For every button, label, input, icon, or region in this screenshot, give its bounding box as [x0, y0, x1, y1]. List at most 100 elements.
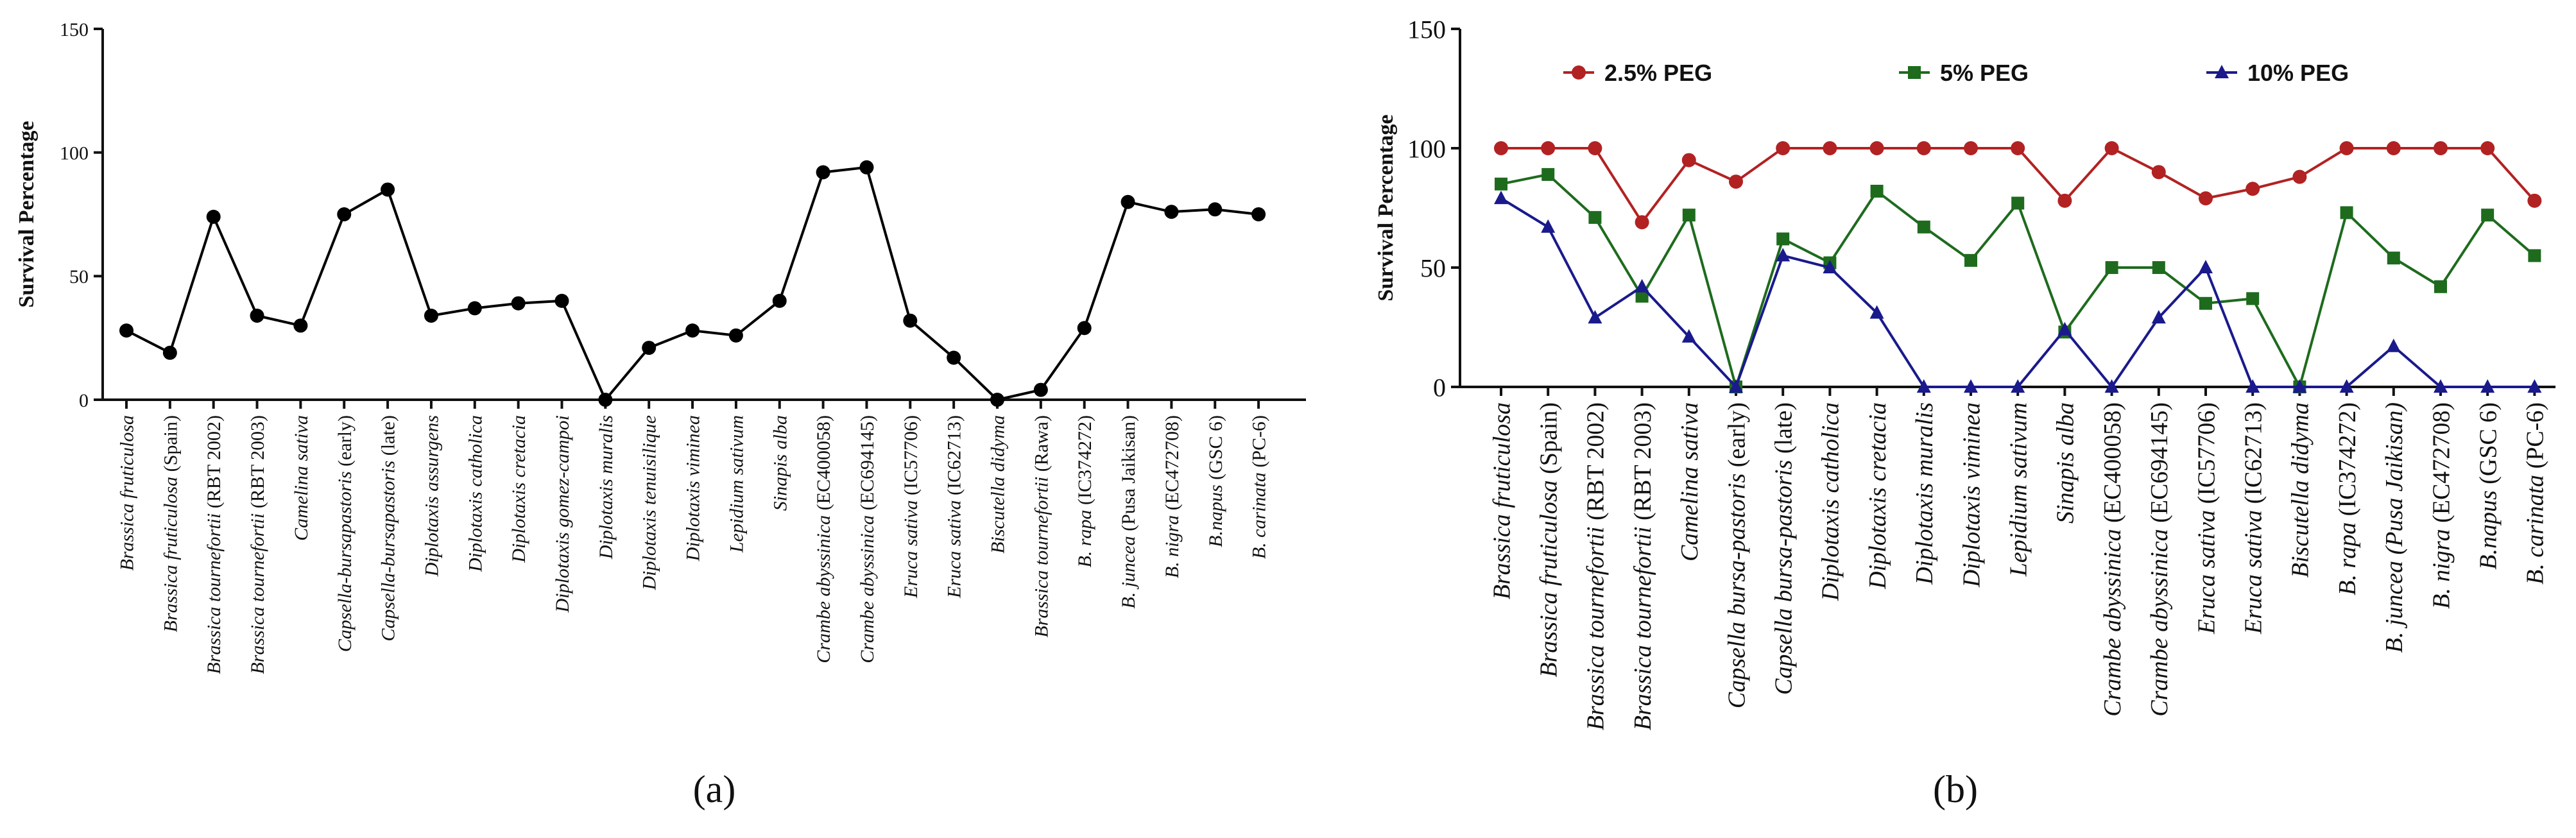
y-tick-label: 150	[60, 19, 89, 40]
x-category-label: Brassica tournefortii (Rawa)	[1031, 415, 1052, 638]
data-point	[2011, 141, 2025, 155]
legend-label: 5% PEG	[1940, 60, 2029, 86]
data-point	[2199, 191, 2213, 206]
data-point	[1869, 141, 1884, 155]
data-point	[1208, 202, 1223, 217]
category-name: Diplotaxis catholica	[1817, 402, 1844, 601]
category-name: B. carinata	[2522, 475, 2549, 585]
category-name: Sinapis alba	[769, 415, 791, 511]
legend-marker	[1908, 66, 1921, 79]
data-point	[554, 293, 569, 308]
data-point	[2339, 379, 2354, 393]
data-point	[2057, 321, 2072, 336]
category-name: Diplotaxis cretacia	[508, 415, 529, 563]
category-name: Diplotaxis cretacia	[1864, 402, 1891, 590]
category-name: B.napus	[1205, 484, 1226, 547]
category-name: B.napus	[2475, 490, 2502, 570]
data-point	[1776, 232, 1790, 246]
category-qualifier: (late)	[378, 415, 399, 461]
y-tick-label: 0	[79, 390, 89, 411]
category-name: Lepidium sativum	[726, 415, 747, 553]
category-name: Diplotaxis viminea	[683, 415, 704, 561]
x-category-label: Capsella bursa-pastoris (early)	[1723, 402, 1750, 708]
category-qualifier: (IC57706)	[2193, 402, 2220, 510]
category-qualifier: (Rawa)	[1031, 415, 1052, 477]
data-point	[424, 308, 438, 323]
x-category-label: Eruca sativa (IC57706)	[900, 415, 922, 599]
x-category-label: Biscutella didyma	[988, 415, 1009, 554]
legend-label: 10% PEG	[2247, 60, 2349, 86]
legend-marker	[1572, 65, 1586, 80]
data-point	[1682, 209, 1696, 222]
data-point	[1164, 205, 1179, 219]
data-point	[1541, 167, 1555, 181]
category-qualifier: (RBT 2003)	[1629, 402, 1656, 527]
category-name: Eruca sativa	[944, 500, 965, 598]
series-line-0	[126, 166, 1259, 402]
data-point	[337, 207, 352, 221]
x-category-label: B. nigra (EC472708)	[2428, 402, 2455, 609]
x-category-label: Brassica fruticulosa	[117, 415, 138, 571]
data-point	[2527, 193, 2542, 208]
data-point	[1251, 207, 1266, 221]
data-point	[1916, 379, 1931, 393]
category-name: Brassica tournefortii	[1583, 527, 1610, 731]
x-category-label: B. juncea (Pusa Jaikisan)	[2381, 402, 2408, 653]
panel-label: (a)	[693, 768, 736, 810]
legend-marker	[2215, 65, 2229, 78]
x-category-label: Diplotaxis assurgens	[421, 415, 442, 577]
data-point	[1823, 141, 1837, 155]
data-point	[642, 341, 657, 355]
x-category-label: B.napus (GSC 6)	[1205, 415, 1226, 547]
category-name: Capsella bursa-pastoris	[1771, 460, 1798, 695]
category-name: Brassica tournefortii	[247, 513, 268, 674]
category-name: Crambe abyssinica	[2099, 529, 2126, 716]
data-point	[2246, 292, 2260, 305]
x-category-label: B. rapa (IC374272)	[2334, 402, 2361, 595]
data-point	[2245, 379, 2260, 393]
category-qualifier: (PC-6)	[2522, 402, 2549, 475]
x-category-label: Diplotaxis viminea	[1958, 402, 1985, 588]
x-category-label: Eruca sativa (IC62713)	[944, 415, 965, 599]
category-qualifier: (RBT 2002)	[1583, 402, 1610, 527]
panel-a: 0 50 100 150 Survival Percentage Brassica fru…	[15, 19, 1306, 810]
x-category-label: Diplotaxis muralis	[596, 415, 617, 560]
category-name: Crambe abyssinica	[813, 515, 834, 663]
x-category-label: Brassica tournefortii (RBT 2003)	[1629, 402, 1656, 730]
data-point	[2199, 260, 2213, 273]
x-category-label: Sinapis alba	[2052, 402, 2079, 524]
category-name: Brassica tournefortii	[1629, 527, 1656, 731]
category-name: B. juncea (Pusa Jaikisan)	[2381, 402, 2408, 653]
category-name: Biscutella didyma	[988, 415, 1009, 554]
data-point	[598, 393, 613, 407]
series-line-0	[1501, 146, 2536, 225]
data-point	[1869, 305, 1884, 319]
data-point	[1729, 379, 1743, 393]
data-point	[1588, 310, 1602, 324]
category-name: Diplotaxis tenuisilique	[639, 415, 660, 590]
y-tick-label: 0	[1433, 373, 1446, 402]
y-tick-label: 100	[60, 142, 89, 164]
data-point	[2057, 193, 2072, 208]
data-point	[816, 165, 830, 180]
data-point	[293, 318, 308, 333]
data-point	[2104, 141, 2119, 155]
x-category-label: Diplotaxis cretacia	[508, 415, 529, 563]
data-point	[2151, 310, 2166, 324]
data-point	[1964, 253, 1977, 267]
x-category-label: Brassica fruticulosa (Spain)	[1536, 402, 1563, 678]
category-name: B. nigra	[1162, 515, 1183, 578]
data-point	[250, 308, 264, 323]
category-name: Biscutella didyma	[2287, 402, 2314, 577]
data-point	[1776, 141, 1790, 155]
category-name: Capsella-bursapastoris	[378, 461, 399, 642]
category-name: Brassica fruticulosa	[1488, 402, 1515, 599]
data-point	[2527, 379, 2542, 393]
data-point	[859, 160, 874, 175]
legend-label: 2.5% PEG	[1604, 60, 1712, 86]
y-tick-label: 50	[1420, 253, 1446, 282]
data-point	[381, 182, 395, 197]
x-category-label: Capsella-bursapastoris (early)	[334, 415, 356, 652]
x-category-label: Brassica tournefortii (RBT 2002)	[1583, 402, 1610, 730]
